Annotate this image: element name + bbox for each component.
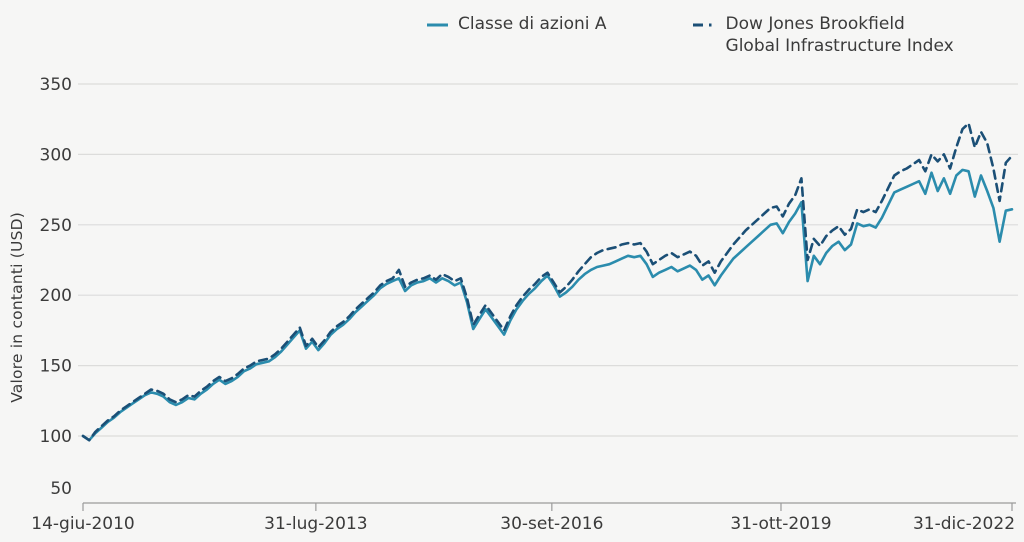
x-tick-label: 14-giu-2010 xyxy=(31,514,134,534)
y-tick-label: 150 xyxy=(40,357,72,377)
series-line-dow-jones-brookfield-global-infrastructure-index xyxy=(81,122,1014,442)
y-tick-label: 50 xyxy=(50,479,72,499)
legend-label-index-line1: Dow Jones Brookfield xyxy=(725,14,905,34)
series-line-classe-di-azioni-a xyxy=(81,168,1014,442)
legend-label-index-line2: Global Infrastructure Index xyxy=(725,36,954,57)
legend-item-index: Dow Jones Brookfield Global Infrastructu… xyxy=(692,13,954,58)
y-tick-label: 100 xyxy=(40,427,72,447)
dashed-line-swatch-icon xyxy=(692,23,717,27)
x-tick-label: 31-ott-2019 xyxy=(730,514,831,534)
x-tick-label: 31-dic-2022 xyxy=(913,514,1015,534)
y-tick-label: 300 xyxy=(40,145,72,165)
y-tick-label: 250 xyxy=(40,216,72,236)
legend-item-share-class-a: Classe di azioni A xyxy=(426,13,607,35)
solid-line-swatch-icon xyxy=(427,23,448,27)
legend-label-share-class-a: Classe di azioni A xyxy=(458,14,607,34)
x-tick-label: 31-lug-2013 xyxy=(264,514,367,534)
y-tick-label: 200 xyxy=(40,286,72,306)
x-tick-label: 30-set-2016 xyxy=(500,514,603,534)
chart-legend: Classe di azioni A Dow Jones Brookfield … xyxy=(426,13,954,58)
y-tick-label: 350 xyxy=(40,75,72,95)
legend-label-index: Dow Jones Brookfield Global Infrastructu… xyxy=(726,13,954,58)
